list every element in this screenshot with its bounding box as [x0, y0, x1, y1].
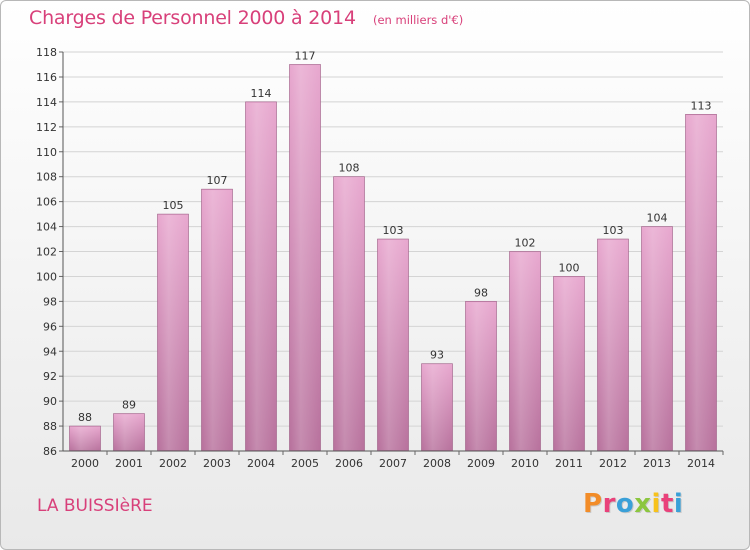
- logo-letter: i: [651, 489, 661, 519]
- value-label-2014: 113: [691, 99, 712, 112]
- bar-highlight: [686, 115, 716, 450]
- value-label-2003: 107: [207, 174, 228, 187]
- chart-title: Charges de Personnel 2000 à 2014: [29, 7, 356, 29]
- axes: 86 88 90 92 94 96 98 100 102 104 106 108 110 112 114 11…: [36, 46, 724, 470]
- value-label-2009: 98: [474, 286, 488, 299]
- bar-highlight: [246, 102, 276, 450]
- y-tick-label: 100: [36, 270, 57, 283]
- x-tick-label-2003: 2003: [203, 457, 231, 470]
- y-tick-label: 116: [36, 71, 57, 84]
- y-tick-label: 112: [36, 121, 57, 134]
- logo-letter: i: [673, 489, 684, 519]
- x-tick-label-2011: 2011: [555, 457, 583, 470]
- value-label-2007: 103: [383, 224, 404, 237]
- x-tick-label-2002: 2002: [159, 457, 187, 470]
- logo-letter: x: [634, 489, 652, 519]
- bar-highlight: [378, 240, 408, 450]
- bar-highlight: [202, 190, 232, 450]
- bar-highlight: [334, 177, 364, 450]
- x-tick-label-2014: 2014: [687, 457, 715, 470]
- value-label-2010: 102: [515, 237, 536, 250]
- value-label-2004: 114: [251, 87, 272, 100]
- y-tick-label: 102: [36, 246, 57, 259]
- y-tick-label: 104: [36, 221, 57, 234]
- bar-highlight: [510, 252, 540, 450]
- chart-subtitle: (en milliers d'€): [373, 13, 464, 27]
- y-tick-label: 88: [43, 420, 57, 433]
- y-tick-label: 106: [36, 196, 57, 209]
- y-tick-label: 118: [36, 46, 57, 59]
- x-tick-label-2004: 2004: [247, 457, 275, 470]
- logo-letter: P: [583, 489, 603, 519]
- value-label-2001: 89: [122, 399, 136, 412]
- x-tick-label-2007: 2007: [379, 457, 407, 470]
- proxiti-logo: Proxiti: [583, 489, 683, 519]
- y-tick-label: 94: [43, 345, 57, 358]
- x-tick-label-2009: 2009: [467, 457, 495, 470]
- bar-highlight: [422, 364, 452, 450]
- value-label-2012: 103: [603, 224, 624, 237]
- logo-letter: r: [602, 489, 616, 519]
- y-tick-label: 96: [43, 320, 57, 333]
- bar-highlight: [554, 277, 584, 450]
- bar-highlight: [70, 427, 100, 450]
- value-label-2011: 100: [559, 261, 580, 274]
- x-tick-label-2013: 2013: [643, 457, 671, 470]
- x-tick-label-2001: 2001: [115, 457, 143, 470]
- x-tick-label-2010: 2010: [511, 457, 539, 470]
- logo-letter: t: [660, 489, 674, 519]
- bar-highlight: [114, 414, 144, 450]
- value-label-2006: 108: [339, 162, 360, 175]
- x-tick-label-2000: 2000: [71, 457, 99, 470]
- value-label-2002: 105: [163, 199, 184, 212]
- bar-highlight: [290, 65, 320, 450]
- y-tick-label: 108: [36, 171, 57, 184]
- value-label-2005: 117: [295, 49, 316, 62]
- logo-letter: o: [615, 489, 635, 519]
- bar-highlight: [158, 215, 188, 450]
- y-tick-label: 92: [43, 370, 57, 383]
- y-tick-label: 98: [43, 295, 57, 308]
- value-label-2000: 88: [78, 411, 92, 424]
- x-tick-label-2006: 2006: [335, 457, 363, 470]
- bar-highlight: [466, 302, 496, 450]
- y-tick-label: 90: [43, 395, 57, 408]
- bar-highlight: [598, 240, 628, 450]
- x-tick-label-2008: 2008: [423, 457, 451, 470]
- value-label-2008: 93: [430, 349, 444, 362]
- x-tick-label-2005: 2005: [291, 457, 319, 470]
- value-label-2013: 104: [647, 212, 668, 225]
- x-tick-label-2012: 2012: [599, 457, 627, 470]
- bar-highlight: [642, 227, 672, 450]
- y-tick-label: 110: [36, 146, 57, 159]
- y-tick-label: 114: [36, 96, 57, 109]
- y-tick-label: 86: [43, 445, 57, 458]
- commune-name: LA BUISSIèRE: [37, 496, 153, 516]
- bars: 88 89 105 107 114 117 108 103 93 98 102 100 103 104 11…: [69, 49, 717, 452]
